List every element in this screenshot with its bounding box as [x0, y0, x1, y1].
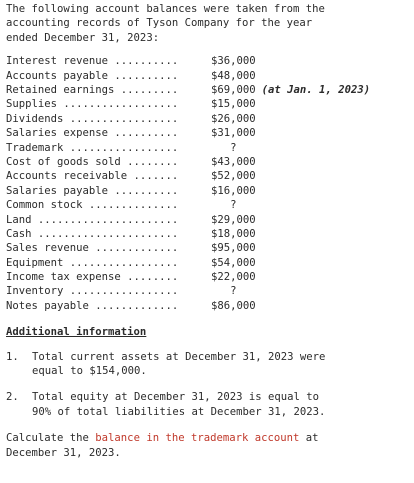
account-value: $29,000 [211, 213, 256, 226]
account-label: Equipment ................. [6, 256, 179, 269]
account-value: $95,000 [211, 242, 256, 255]
account-row: Cost of goods sold ........ $43,000 [6, 155, 408, 169]
question-highlight: balance in the trademark account [95, 432, 300, 445]
account-value: ? [211, 285, 237, 298]
question-text: Calculate the balance in the trademark a… [6, 431, 408, 460]
account-row: Salaries expense .......... $31,000 [6, 126, 408, 140]
account-value: $86,000 [211, 299, 256, 312]
account-value: ? [211, 141, 237, 154]
account-label: Cost of goods sold ........ [6, 155, 179, 168]
account-label: Interest revenue .......... [6, 55, 179, 68]
account-label: Inventory ................. [6, 285, 179, 298]
account-row: Salaries payable .......... $16,000 [6, 184, 408, 198]
account-value: $18,000 [211, 227, 256, 240]
account-value: ? [211, 199, 237, 212]
additional-information-list: 1. Total current assets at December 31, 2… [6, 350, 408, 420]
additional-info-item: 1. Total current assets at December 31, 2… [6, 350, 408, 379]
item-number: 2. [6, 391, 19, 404]
account-value: $16,000 [211, 184, 256, 197]
account-row: Retained earnings ......... $69,000 (at Ja… [6, 83, 408, 97]
account-row: Accounts payable .......... $48,000 [6, 69, 408, 83]
account-label: Accounts receivable ....... [6, 170, 179, 183]
account-row: Inventory ................. ? [6, 284, 408, 298]
account-label: Common stock .............. [6, 199, 179, 212]
item-text: Total current assets at December 31, 202… [32, 350, 326, 378]
account-value: $26,000 [211, 112, 256, 125]
account-label: Accounts payable .......... [6, 69, 179, 82]
account-row: Land ...................... $29,000 [6, 213, 408, 227]
additional-information-heading: Additional information [6, 326, 147, 339]
account-value: $54,000 [211, 256, 256, 269]
account-label: Dividends ................. [6, 112, 179, 125]
account-row: Interest revenue .......... $36,000 [6, 54, 408, 68]
account-label: Trademark ................. [6, 141, 179, 154]
item-text: Total equity at December 31, 2023 is equ… [32, 391, 326, 418]
account-label: Land ...................... [6, 213, 179, 226]
account-row: Cash ...................... $18,000 [6, 227, 408, 241]
account-label: Retained earnings ......... [6, 84, 179, 96]
account-balances-list: Interest revenue .......... $36,000 Accoun… [6, 54, 408, 313]
account-label: Salaries payable .......... [6, 184, 179, 197]
account-value: $31,000 [211, 127, 256, 140]
account-value: $15,000 [211, 98, 256, 111]
account-value: $43,000 [211, 155, 256, 168]
account-note: (at Jan. 1, 2023) [261, 84, 371, 96]
account-label: Income tax expense ........ [6, 271, 179, 284]
account-row: Supplies .................. $15,000 [6, 97, 408, 111]
question-after: at December 31, 2023. [6, 432, 319, 459]
account-row: Sales revenue ............. $95,000 [6, 241, 408, 255]
account-row: Income tax expense ........ $22,000 [6, 270, 408, 284]
account-row: Equipment ................. $54,000 [6, 256, 408, 270]
account-value: $52,000 [211, 170, 256, 183]
problem-page: The following account balances were take… [6, 3, 408, 460]
additional-info-item: 2. Total equity at December 31, 2023 is e… [6, 390, 408, 419]
account-label: Salaries expense .......... [6, 127, 179, 140]
account-row: Notes payable ............. $86,000 [6, 299, 408, 313]
account-label: Supplies .................. [6, 98, 179, 111]
account-value: $22,000 [211, 271, 256, 284]
account-row: Trademark ................. ? [6, 141, 408, 155]
account-value: $69,000 [211, 84, 256, 96]
intro-text: The following account balances were take… [6, 3, 325, 44]
account-row: Common stock .............. ? [6, 198, 408, 212]
account-label: Notes payable ............. [6, 299, 179, 312]
account-value: $36,000 [211, 55, 256, 68]
account-row: Dividends ................. $26,000 [6, 112, 408, 126]
question-before: Calculate the [6, 432, 96, 445]
account-label: Sales revenue ............. [6, 242, 179, 255]
account-label: Cash ...................... [6, 227, 179, 240]
item-number: 1. [6, 350, 19, 363]
account-row: Accounts receivable ....... $52,000 [6, 169, 408, 183]
account-value: $48,000 [211, 69, 256, 82]
